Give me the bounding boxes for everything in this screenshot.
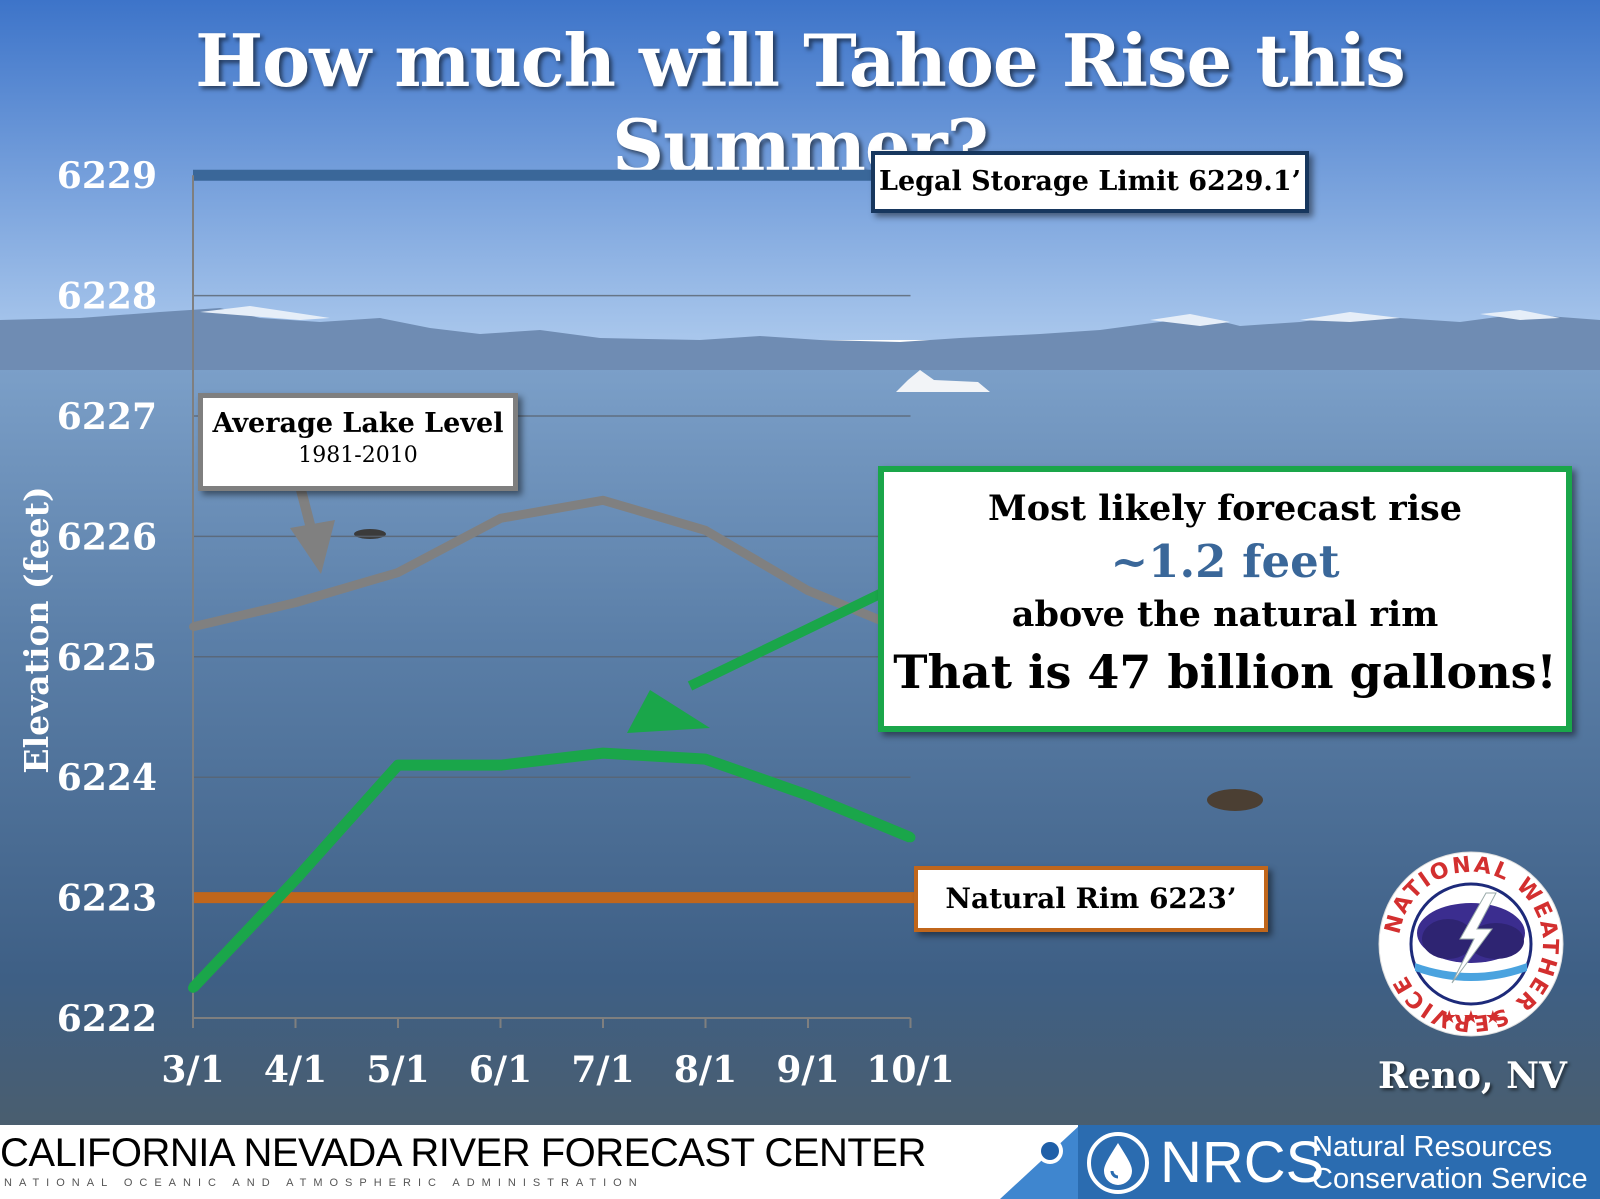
legal-limit-label: Legal Storage Limit 6229.1’ <box>871 151 1309 213</box>
nrcs-abbr: NRCS <box>1160 1130 1325 1195</box>
forecast-line-4: That is 47 billion gallons! <box>893 645 1557 699</box>
location-label: Reno, NV <box>1378 1055 1567 1097</box>
forecast-callout-arrow-head <box>627 690 710 733</box>
series-lines <box>188 495 916 993</box>
tick-labels: 6222 6223 6224 6225 6226 6227 6228 6229 3/1 4/1 5/… <box>17 155 955 1091</box>
data-point <box>598 748 608 759</box>
average-level-period: 1981-2010 <box>298 443 418 468</box>
average-level-callout: Average Lake Level 1981-2010 <box>198 393 518 491</box>
data-point <box>599 496 607 505</box>
data-point <box>701 526 710 535</box>
water-drop-icon <box>1087 1132 1149 1194</box>
x-tick-label: 5/1 <box>366 1049 429 1091</box>
reference-lines <box>193 169 920 904</box>
data-point <box>393 760 403 771</box>
data-point <box>700 754 711 765</box>
y-tick-label: 6225 <box>57 637 157 679</box>
average-level-title: Average Lake Level <box>212 408 504 439</box>
noaa-name: NATIONAL OCEANIC AND ATMOSPHERIC ADMINIS… <box>4 1177 644 1189</box>
data-point <box>495 760 506 771</box>
forecast-callout-arrow-shaft <box>687 587 887 691</box>
data-point <box>290 874 301 885</box>
nrcs-name-line-1: Natural Resources <box>1312 1131 1553 1163</box>
forecast-line-3: above the natural rim <box>1011 594 1439 635</box>
y-tick-label: 6229 <box>57 155 157 197</box>
y-tick-label: 6224 <box>57 757 157 799</box>
natural-rim-label: Natural Rim 6223’ <box>914 866 1268 932</box>
nrcs-name: Natural Resources Conservation Service <box>1312 1131 1588 1195</box>
forecast-callout: Most likely forecast rise ~1.2 feet abov… <box>878 466 1572 732</box>
nws-logo: NATIONAL WEATHER SERVICE ★ ★ ★ <box>1378 851 1564 1037</box>
x-tick-label: 7/1 <box>571 1049 634 1091</box>
data-point <box>394 568 402 577</box>
data-point <box>496 514 505 523</box>
nrcs-panel: NRCS Natural Resources Conservation Serv… <box>1078 1125 1600 1199</box>
forecast-line <box>189 747 913 992</box>
average-callout-arrow-head <box>290 520 335 574</box>
average-level-line <box>191 495 913 637</box>
x-tick-label: 6/1 <box>469 1049 532 1091</box>
y-tick-label: 6226 <box>57 516 157 558</box>
noaa-emblem-icon <box>1000 1125 1080 1199</box>
nrcs-name-line-2: Conservation Service <box>1312 1163 1588 1195</box>
data-point <box>905 832 916 843</box>
footer-banner: CALIFORNIA NEVADA RIVER FORECAST CENTER … <box>0 1125 1600 1199</box>
y-tick-label: 6223 <box>57 878 157 920</box>
x-tick-label: 8/1 <box>674 1049 737 1091</box>
data-point <box>803 790 813 801</box>
x-tick-label: 3/1 <box>161 1049 224 1091</box>
x-tick-label: 10/1 <box>866 1049 954 1091</box>
data-point <box>291 598 300 607</box>
x-tick-label: 9/1 <box>776 1049 839 1091</box>
annotation-arrows <box>290 484 887 733</box>
y-axis-label: Elevation (feet) <box>17 486 56 773</box>
svg-text:★ ★ ★: ★ ★ ★ <box>1441 1007 1501 1028</box>
forecast-line-2: ~1.2 feet <box>1110 535 1340 588</box>
y-tick-label: 6222 <box>57 998 157 1040</box>
x-tick-label: 4/1 <box>264 1049 327 1091</box>
data-point <box>804 586 812 595</box>
axes <box>192 175 912 1028</box>
y-tick-label: 6227 <box>57 396 157 438</box>
forecast-line-1: Most likely forecast rise <box>988 488 1462 529</box>
cnrfc-name: CALIFORNIA NEVADA RIVER FORECAST CENTER <box>0 1131 926 1175</box>
data-point <box>188 982 198 993</box>
data-point <box>189 622 197 631</box>
y-tick-label: 6228 <box>57 276 157 318</box>
